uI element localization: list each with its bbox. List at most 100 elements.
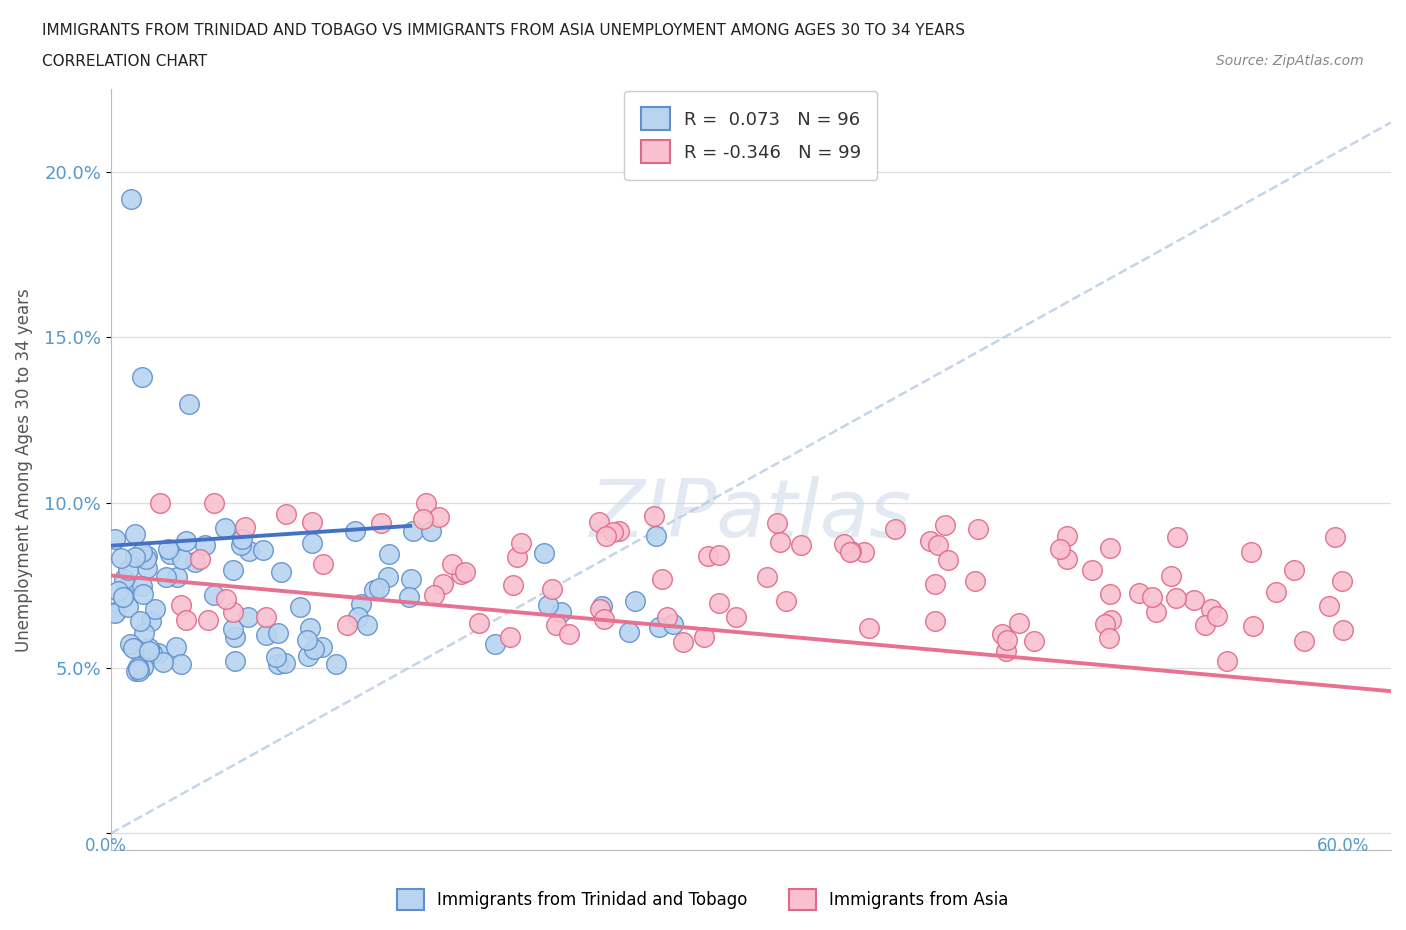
Point [1056, 528, 1078, 543]
Point [415, 496, 437, 511]
Point [274, 656, 297, 671]
Point [131, 369, 153, 384]
Point [295, 633, 318, 648]
Point [502, 578, 524, 592]
Point [422, 588, 444, 603]
Point [1206, 609, 1229, 624]
Point [112, 572, 135, 587]
Point [344, 524, 367, 538]
Point [537, 598, 560, 613]
Point [267, 626, 290, 641]
Point [765, 515, 787, 530]
Point [661, 617, 683, 631]
Point [1049, 542, 1071, 557]
Point [997, 632, 1019, 647]
Point [104, 605, 127, 620]
Point [128, 613, 150, 628]
Point [252, 542, 274, 557]
Point [176, 534, 198, 549]
Text: Source: ZipAtlas.com: Source: ZipAtlas.com [1216, 54, 1364, 68]
Point [934, 517, 956, 532]
Point [450, 566, 472, 581]
Point [224, 630, 246, 644]
Point [311, 557, 333, 572]
Point [221, 604, 243, 619]
Point [1099, 540, 1122, 555]
Point [1317, 599, 1340, 614]
Point [619, 625, 641, 640]
Point [222, 563, 245, 578]
Text: CORRELATION CHART: CORRELATION CHART [42, 54, 207, 69]
Point [124, 664, 146, 679]
Point [297, 649, 319, 664]
Point [143, 602, 166, 617]
Point [254, 628, 277, 643]
Point [1182, 592, 1205, 607]
Point [707, 595, 730, 610]
Point [298, 620, 321, 635]
Point [1292, 633, 1315, 648]
Text: ZIPatlas: ZIPatlas [591, 476, 912, 554]
Point [166, 570, 188, 585]
Point [918, 534, 941, 549]
Point [165, 640, 187, 655]
Point [607, 524, 630, 538]
Point [541, 582, 564, 597]
Point [1284, 563, 1306, 578]
Point [301, 514, 323, 529]
Point [724, 609, 747, 624]
Point [138, 640, 160, 655]
Point [591, 598, 613, 613]
Point [1160, 568, 1182, 583]
Point [222, 621, 245, 636]
Point [499, 630, 522, 644]
Point [176, 613, 198, 628]
Point [838, 544, 860, 559]
Point [112, 589, 135, 604]
Point [124, 526, 146, 541]
Point [336, 618, 359, 632]
Point [115, 579, 138, 594]
Point [692, 630, 714, 644]
Point [110, 551, 132, 565]
Point [1140, 590, 1163, 604]
Point [104, 604, 127, 619]
Point [148, 645, 170, 660]
Point [1081, 563, 1104, 578]
Point [1166, 530, 1188, 545]
Point [267, 657, 290, 671]
Point [651, 572, 673, 587]
Point [304, 642, 326, 657]
Point [346, 610, 368, 625]
Point [107, 584, 129, 599]
Point [648, 619, 671, 634]
Point [141, 645, 163, 660]
Point [138, 644, 160, 658]
Point [152, 655, 174, 670]
Point [117, 599, 139, 614]
Point [202, 496, 225, 511]
Point [1331, 622, 1354, 637]
Point [215, 591, 238, 606]
Point [356, 618, 378, 632]
Point [104, 532, 127, 547]
Text: 60.0%: 60.0% [1316, 837, 1369, 855]
Point [453, 565, 475, 579]
Point [1056, 551, 1078, 566]
Point [301, 536, 323, 551]
Point [270, 565, 292, 579]
Point [965, 574, 987, 589]
Point [1094, 617, 1116, 631]
Y-axis label: Unemployment Among Ages 30 to 34 years: Unemployment Among Ages 30 to 34 years [15, 287, 32, 652]
Point [1022, 633, 1045, 648]
Point [159, 547, 181, 562]
Point [624, 593, 647, 608]
Point [288, 600, 311, 615]
Point [834, 537, 856, 551]
Point [135, 549, 157, 564]
Point [224, 654, 246, 669]
Point [155, 569, 177, 584]
Point [117, 563, 139, 578]
Point [1098, 631, 1121, 645]
Point [1128, 586, 1150, 601]
